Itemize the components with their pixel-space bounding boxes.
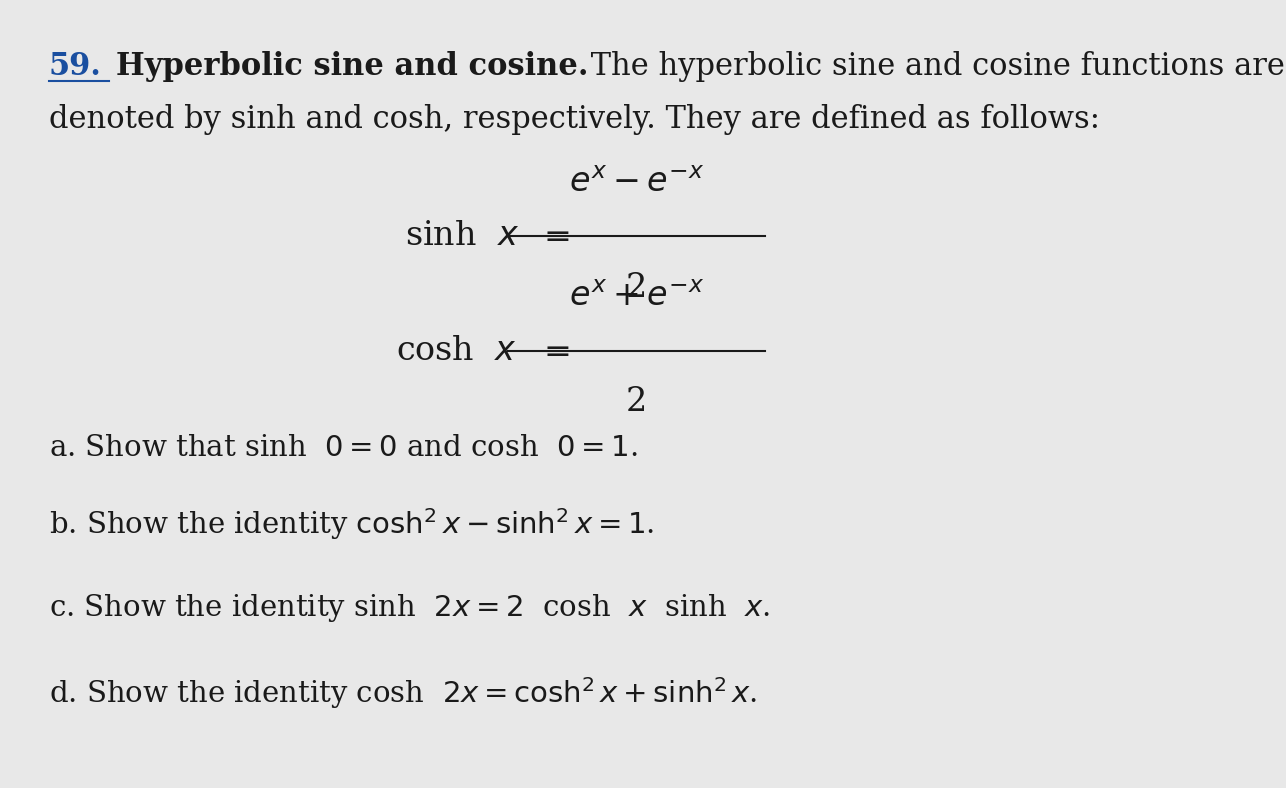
Text: 59.: 59. [49, 51, 102, 82]
Text: $e^{x} - e^{-x}$: $e^{x} - e^{-x}$ [568, 167, 705, 199]
Text: a. Show that sinh  $0 = 0$ and cosh  $0 = 1$.: a. Show that sinh $0 = 0$ and cosh $0 = … [49, 433, 638, 462]
Text: 2: 2 [626, 386, 647, 418]
Text: Hyperbolic sine and cosine.: Hyperbolic sine and cosine. [116, 51, 588, 82]
Text: denoted by sinh and cosh, respectively. They are defined as follows:: denoted by sinh and cosh, respectively. … [49, 104, 1100, 135]
Text: b. Show the identity $\mathrm{cosh}^{2}\,x - \mathrm{sinh}^{2}\,x = 1$.: b. Show the identity $\mathrm{cosh}^{2}\… [49, 506, 655, 542]
Text: sinh  $x$: sinh $x$ [405, 221, 520, 252]
Text: The hyperbolic sine and cosine functions are: The hyperbolic sine and cosine functions… [581, 51, 1285, 82]
Text: $=$: $=$ [536, 335, 570, 366]
Text: cosh  $x$: cosh $x$ [396, 335, 517, 366]
Text: $=$: $=$ [536, 221, 570, 252]
Text: $e^{x} + e^{-x}$: $e^{x} + e^{-x}$ [568, 281, 705, 313]
Text: 2: 2 [626, 272, 647, 303]
Text: c. Show the identity sinh  $2x = 2$  cosh  $x$  sinh  $x$.: c. Show the identity sinh $2x = 2$ cosh … [49, 593, 770, 624]
Text: d. Show the identity cosh  $2x = \mathrm{cosh}^{2}\,x + \mathrm{sinh}^{2}\,x$.: d. Show the identity cosh $2x = \mathrm{… [49, 675, 757, 712]
